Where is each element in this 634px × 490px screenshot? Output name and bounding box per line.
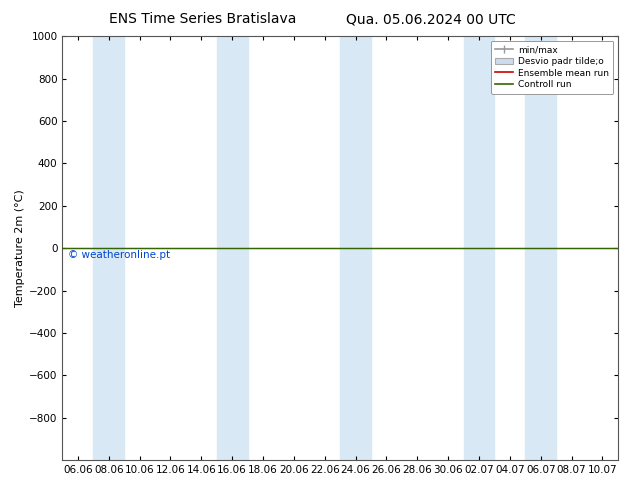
Bar [340,36,371,460]
Y-axis label: Temperature 2m (°C): Temperature 2m (°C) [15,189,25,307]
Text: © weatheronline.pt: © weatheronline.pt [68,250,170,260]
Bar [525,36,556,460]
Text: ENS Time Series Bratislava: ENS Time Series Bratislava [109,12,297,26]
Text: Qua. 05.06.2024 00 UTC: Qua. 05.06.2024 00 UTC [346,12,516,26]
Bar [463,36,495,460]
Legend: min/max, Desvio padr tilde;o, Ensemble mean run, Controll run: min/max, Desvio padr tilde;o, Ensemble m… [491,41,613,94]
Bar [217,36,247,460]
Bar [93,36,124,460]
